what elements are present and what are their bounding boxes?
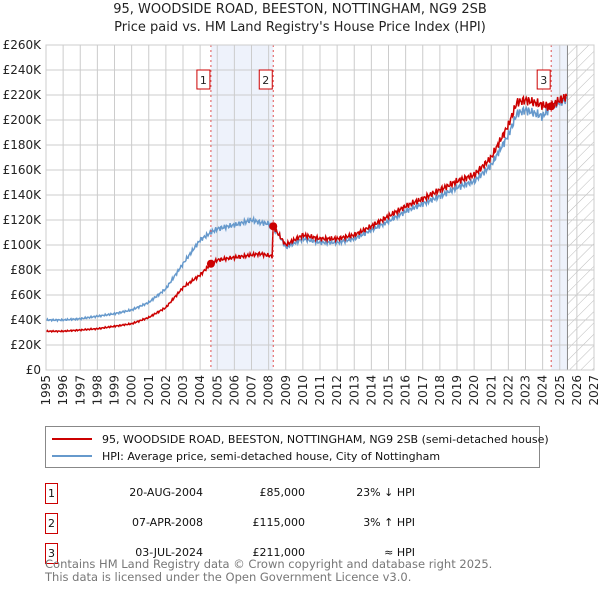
x-tick-label: 2014 — [364, 375, 378, 406]
x-tick-label: 2004 — [193, 375, 207, 406]
x-tick-label: 2027 — [587, 375, 600, 406]
x-tick-label: 2023 — [519, 375, 533, 406]
sale-marker-label: 3 — [540, 74, 547, 87]
property-price-line — [45, 93, 568, 334]
sale-marker-badge: 3 — [45, 543, 58, 564]
x-tick-label: 2005 — [210, 375, 224, 406]
x-tick-label: 2006 — [227, 375, 241, 406]
x-tick-label: 2019 — [450, 375, 464, 406]
y-tick-label: £60K — [10, 288, 42, 302]
forecast-hatch — [567, 45, 594, 370]
sale-date: 07-APR-2008 — [131, 516, 203, 529]
x-tick-label: 2026 — [570, 375, 584, 406]
y-tick-label: £120K — [3, 213, 43, 227]
ownership-shade — [210, 45, 274, 370]
y-tick-label: £0 — [26, 363, 41, 377]
sale-date: 03-JUL-2024 — [135, 546, 203, 559]
transaction-row: 1 20-AUG-2004 £85,000 23% ↓ HPI — [45, 483, 415, 504]
hpi-line — [45, 96, 568, 323]
y-tick-label: £140K — [3, 188, 43, 202]
x-tick-label: 2022 — [501, 375, 515, 406]
x-tick-label: 2002 — [159, 375, 173, 406]
y-tick-label: £160K — [3, 163, 43, 177]
y-tick-label: £20K — [10, 338, 42, 352]
x-tick-label: 2001 — [142, 375, 156, 406]
footer: Contains HM Land Registry data © Crown c… — [45, 558, 492, 584]
sale-date: 20-AUG-2004 — [129, 486, 203, 499]
x-tick-label: 2011 — [313, 375, 327, 406]
x-tick-label: 2012 — [330, 375, 344, 406]
chart-subtitle: Price paid vs. HM Land Registry's House … — [114, 20, 486, 35]
sale-price: £115,000 — [252, 516, 306, 529]
y-tick-label: £260K — [3, 38, 43, 52]
x-tick-label: 2003 — [176, 375, 190, 406]
x-tick-label: 2008 — [262, 375, 276, 406]
x-tick-label: 2013 — [347, 375, 361, 406]
sale-price: £85,000 — [259, 486, 306, 499]
sale-marker-box — [258, 69, 273, 90]
sale-marker-box — [196, 69, 211, 90]
legend-property: 95, WOODSIDE ROAD, BEESTON, NOTTINGHAM, … — [102, 432, 549, 446]
x-tick-label: 1997 — [73, 375, 87, 406]
plot-frame — [45, 44, 595, 371]
x-tick-label: 1998 — [90, 375, 104, 406]
x-tick-label: 2018 — [433, 375, 447, 406]
transaction-row: 3 03-JUL-2024 £211,000 ≈ HPI — [45, 543, 415, 564]
chart-title: 95, WOODSIDE ROAD, BEESTON, NOTTINGHAM, … — [113, 2, 487, 17]
x-tick-label: 1996 — [56, 375, 70, 406]
legend: 95, WOODSIDE ROAD, BEESTON, NOTTINGHAM, … — [45, 426, 549, 468]
footer-line: This data is licensed under the Open Gov… — [45, 570, 412, 584]
sale-marker-box — [536, 69, 551, 90]
y-tick-label: £200K — [3, 113, 43, 127]
x-tick-label: 2020 — [467, 375, 481, 406]
y-tick-label: £40K — [10, 313, 42, 327]
sale-marker-badge: 1 — [45, 483, 58, 504]
x-tick-label: 2021 — [484, 375, 498, 406]
sale-hpi-diff: 3% ↑ HPI — [363, 516, 415, 529]
sale-hpi-diff: 23% ↓ HPI — [356, 486, 415, 499]
x-tick-label: 1995 — [39, 375, 53, 406]
y-tick-label: £220K — [3, 88, 43, 102]
sale-price: £211,000 — [252, 546, 306, 559]
price-chart: £0 £20K £40K £60K £80K £100K £120K £140K £160K £1… — [3, 38, 600, 406]
blue-line-swatch — [52, 455, 92, 457]
x-tick-label: 2025 — [553, 375, 567, 406]
sale-point — [547, 102, 556, 111]
y-tick-label: £180K — [3, 138, 43, 152]
legend-hpi: HPI: Average price, semi-detached house,… — [102, 449, 441, 463]
sale-point — [269, 222, 278, 231]
sale-marker-badge: 2 — [45, 513, 58, 534]
x-tick-label: 2017 — [416, 375, 430, 406]
x-tick-label: 2007 — [245, 375, 259, 406]
x-tick-label: 2009 — [279, 375, 293, 406]
y-tick-label: £240K — [3, 63, 43, 77]
x-tick-label: 2010 — [296, 375, 310, 406]
y-tick-label: £80K — [10, 263, 42, 277]
sale-hpi-diff: ≈ HPI — [384, 546, 415, 559]
sale-marker-label: 1 — [200, 74, 207, 87]
x-tick-label: 1999 — [108, 375, 122, 406]
x-tick-label: 2015 — [382, 375, 396, 406]
sale-point — [206, 259, 215, 268]
y-tick-label: £100K — [3, 238, 43, 252]
sale-marker-label: 2 — [262, 74, 269, 87]
x-tick-label: 2016 — [399, 375, 413, 406]
footer-line: Contains HM Land Registry data © Crown c… — [45, 557, 493, 571]
x-tick-label: 2000 — [125, 375, 139, 406]
red-line-swatch — [52, 438, 92, 440]
x-tick-label: 2024 — [536, 375, 550, 406]
transaction-row: 2 07-APR-2008 £115,000 3% ↑ HPI — [45, 513, 415, 534]
